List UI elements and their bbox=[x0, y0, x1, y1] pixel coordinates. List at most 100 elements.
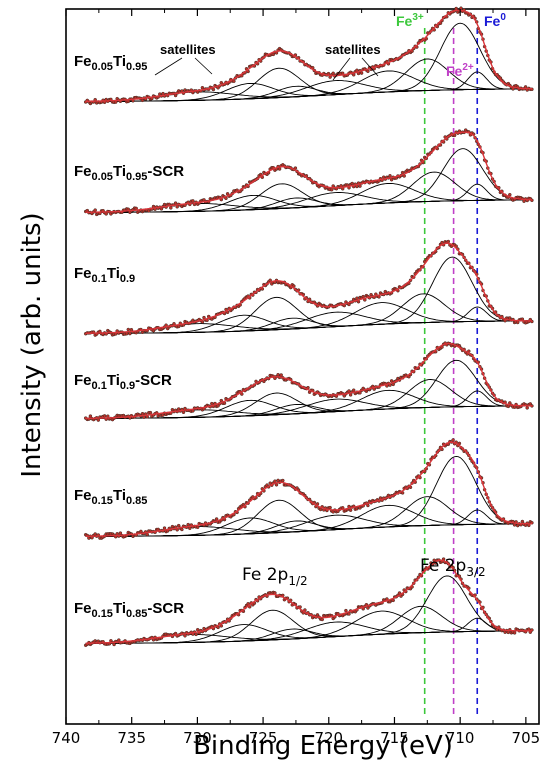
x-tick-label: 710 bbox=[446, 729, 475, 747]
annotation-label: satellites bbox=[325, 42, 381, 57]
series-label: Fe0.05Ti0.95-SCR bbox=[74, 163, 184, 183]
series-label-part: Fe bbox=[74, 487, 92, 504]
data-point bbox=[329, 187, 334, 192]
data-point bbox=[126, 327, 131, 332]
series-group: Fe0.15Ti0.85-SCR bbox=[74, 557, 534, 648]
fit-envelope bbox=[85, 242, 532, 334]
reference-label-sup: 2+ bbox=[462, 62, 474, 73]
series-label-part: -SCR bbox=[135, 372, 172, 389]
x-tick-label: 720 bbox=[314, 729, 343, 747]
annotation-label: satellites bbox=[160, 42, 216, 57]
data-point bbox=[169, 206, 173, 210]
series-label-part: 0.85 bbox=[126, 495, 147, 507]
reference-label-base: Fe bbox=[446, 63, 463, 79]
fit-envelope bbox=[85, 9, 532, 102]
data-point bbox=[102, 414, 107, 418]
series-label-part: 0.1 bbox=[92, 380, 107, 392]
series-label-part: -SCR bbox=[147, 163, 184, 180]
data-point bbox=[176, 523, 181, 528]
peak-label-sub: 3/2 bbox=[466, 565, 485, 579]
x-tick-label: 740 bbox=[52, 729, 81, 747]
data-point bbox=[194, 632, 198, 637]
annotation-arrow bbox=[154, 57, 183, 76]
data-point bbox=[359, 71, 364, 75]
series-group: Fe0.15Ti0.85 bbox=[74, 438, 534, 540]
data-point bbox=[388, 174, 392, 178]
series-label: Fe0.1Ti0.9-SCR bbox=[74, 372, 172, 392]
background-line bbox=[85, 199, 532, 213]
series-label-part: -SCR bbox=[147, 600, 184, 617]
peak-label-sub: 1/2 bbox=[288, 574, 307, 588]
series-label-part: 0.95 bbox=[126, 61, 147, 73]
data-point bbox=[128, 331, 132, 336]
data-point bbox=[181, 410, 186, 415]
data-point bbox=[348, 393, 353, 397]
background-line bbox=[85, 523, 532, 537]
data-point bbox=[350, 181, 354, 186]
x-axis: 740 735 730 725 720 715 710 705 bbox=[52, 9, 541, 747]
series-group: Fe0.1Ti0.9 bbox=[74, 239, 534, 337]
plot-area: Fe0.05Ti0.95Fe0.05Ti0.95-SCRFe0.1Ti0.9Fe… bbox=[65, 6, 540, 725]
data-points bbox=[83, 6, 534, 106]
data-point bbox=[183, 634, 187, 638]
data-point bbox=[351, 388, 356, 392]
data-point bbox=[162, 526, 167, 530]
x-axis-title: Binding Energy (eV) bbox=[193, 731, 453, 761]
series-group: Fe0.1Ti0.9-SCR bbox=[74, 341, 534, 422]
series-label-part: 0.9 bbox=[120, 273, 135, 285]
reference-line-label: Fe2+ bbox=[446, 62, 474, 79]
series-label-part: 0.1 bbox=[92, 273, 107, 285]
data-point bbox=[186, 522, 190, 527]
series-label: Fe0.15Ti0.85 bbox=[74, 487, 147, 507]
fit-component bbox=[85, 148, 532, 213]
reference-line-label: Fe0 bbox=[484, 12, 506, 29]
series-label-part: Ti bbox=[113, 600, 126, 617]
series-label-part: Fe bbox=[74, 265, 92, 282]
data-point bbox=[366, 69, 370, 74]
peak-label: Fe 2p3/2 bbox=[420, 556, 486, 579]
data-point bbox=[344, 608, 348, 613]
series-label-part: 0.15 bbox=[92, 495, 113, 507]
series-label-part: Fe bbox=[74, 53, 92, 70]
background-line bbox=[85, 630, 532, 644]
data-point bbox=[173, 201, 178, 205]
x-tick-label: 735 bbox=[117, 729, 146, 747]
x-tick-label: 705 bbox=[512, 729, 541, 747]
data-point bbox=[348, 508, 353, 512]
data-point bbox=[188, 526, 192, 531]
data-point bbox=[320, 617, 324, 622]
data-point bbox=[180, 527, 184, 532]
series-label-part: Ti bbox=[113, 487, 126, 504]
fit-envelope bbox=[85, 131, 532, 213]
series-label-part: 0.9 bbox=[120, 380, 135, 392]
annotation-arrow bbox=[194, 57, 213, 75]
data-point bbox=[347, 612, 351, 616]
data-point bbox=[191, 199, 195, 203]
data-point bbox=[520, 519, 525, 524]
data-point bbox=[96, 418, 101, 422]
series-label-part: Ti bbox=[107, 265, 120, 282]
fit-envelope bbox=[85, 559, 532, 644]
series-label-part: Fe bbox=[74, 600, 92, 617]
reference-line-label: Fe3+ bbox=[396, 12, 424, 29]
annotation-arrow bbox=[361, 57, 379, 77]
series-label-part: 0.15 bbox=[92, 608, 113, 620]
data-point bbox=[451, 438, 455, 442]
series-label-part: 0.95 bbox=[126, 171, 147, 183]
series-label-part: Ti bbox=[113, 163, 126, 180]
series-label-part: 0.05 bbox=[92, 61, 113, 73]
y-axis-title: Intensity (arb. units) bbox=[17, 212, 47, 477]
data-point bbox=[279, 373, 283, 377]
plot-frame bbox=[65, 8, 540, 725]
data-point bbox=[281, 478, 285, 483]
fit-envelope bbox=[85, 342, 532, 419]
data-point bbox=[525, 406, 529, 410]
series-label-part: 0.85 bbox=[126, 608, 147, 620]
data-point bbox=[195, 627, 200, 632]
reference-label-sup: 3+ bbox=[412, 12, 424, 23]
peak-label-base: Fe 2p bbox=[420, 556, 466, 576]
series-label: Fe0.15Ti0.85-SCR bbox=[74, 600, 184, 620]
series-label-part: Ti bbox=[107, 372, 120, 389]
series-label-part: Ti bbox=[113, 53, 126, 70]
